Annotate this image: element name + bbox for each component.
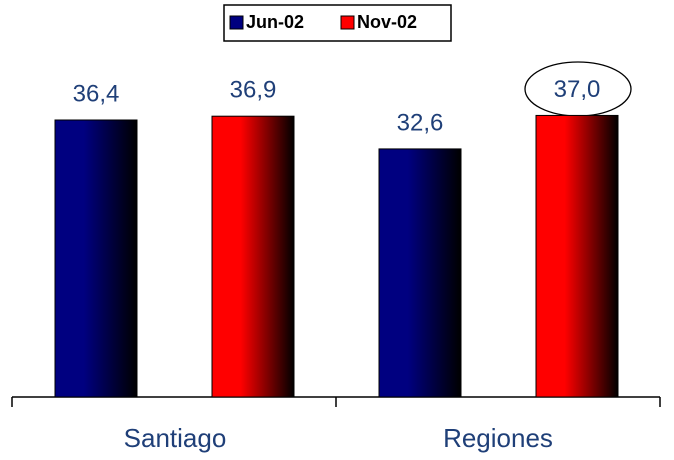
legend-swatch [340,15,355,30]
data-label: 37,0 [554,76,601,103]
x-tick-label: Santiago [124,423,227,453]
bar [211,115,295,398]
bar [54,119,138,398]
legend-swatch [229,15,244,30]
legend-label: Nov-02 [357,12,417,32]
legend-label: Jun-02 [246,12,304,32]
bar [378,148,462,398]
legend-box [223,4,452,42]
data-label: 36,4 [73,80,120,107]
x-tick-label: Regiones [443,423,553,453]
bar [535,114,619,398]
data-label: 36,9 [230,77,277,104]
data-label: 32,6 [397,109,444,136]
